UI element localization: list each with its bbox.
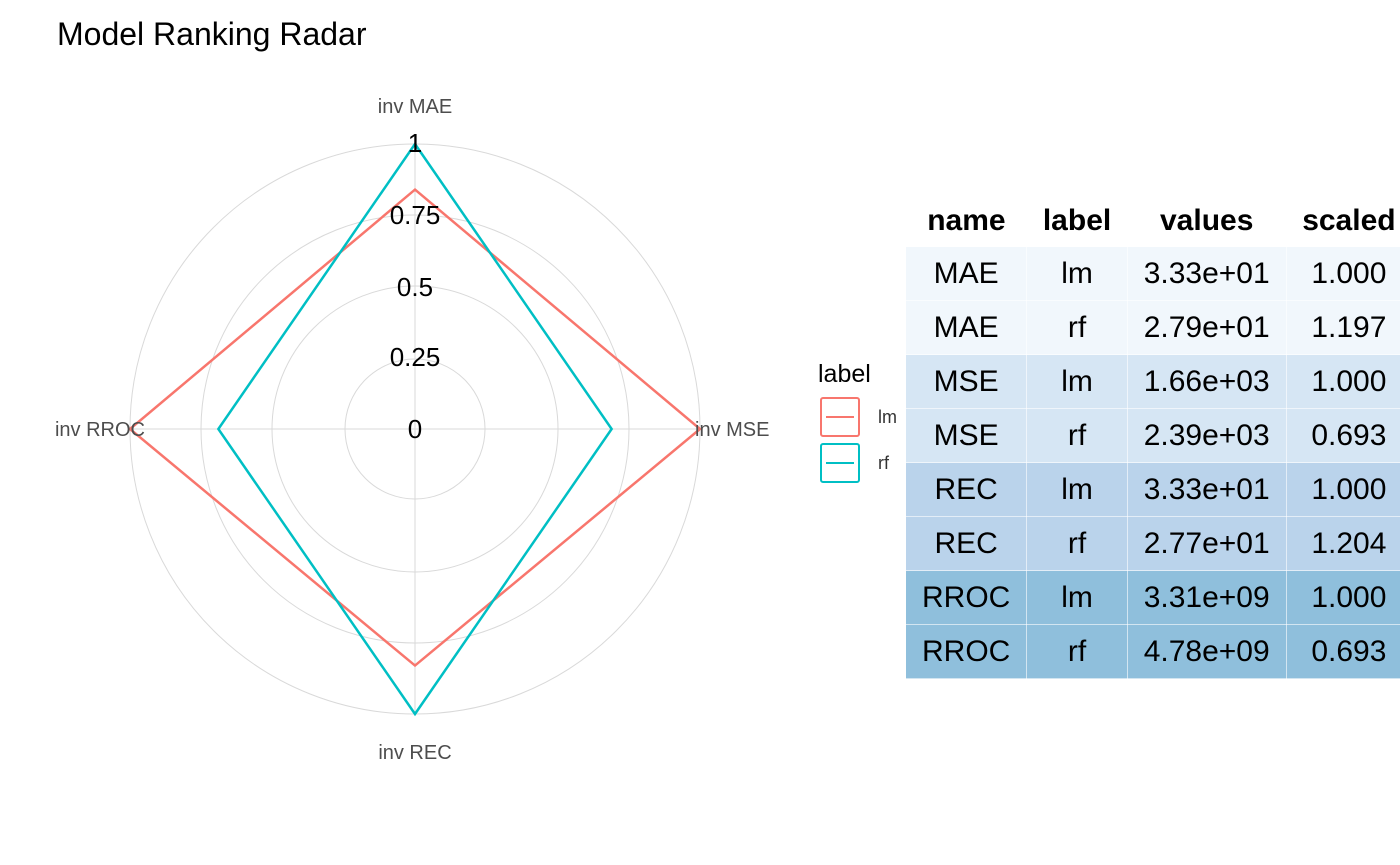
series-line-rf [216, 141, 614, 717]
table-cell: 1.000 [1286, 462, 1400, 517]
axis-label: inv MAE [378, 96, 452, 118]
table-body: MAE lm 3.33e+01 1.000 MAE rf 2.79e+01 1.197 MSE l… [906, 247, 1400, 679]
legend-title: label [818, 360, 871, 388]
table-column-header: scaled [1302, 204, 1396, 237]
radar-series [128, 141, 702, 717]
table-cell: MAE [906, 300, 1028, 355]
legend-key [820, 397, 860, 437]
radar-chart: 0 0.25 0.5 0.75 1 inv MAE inv MSE inv REC inv R… [55, 96, 769, 764]
table-cell: REC [906, 516, 1028, 571]
table-cell: MAE [906, 247, 1028, 301]
table-cell: 0.693 [1286, 408, 1400, 463]
radial-tick-label: 0 [408, 414, 422, 444]
table-cell: 1.197 [1286, 300, 1400, 355]
table-cell: lm [1026, 354, 1128, 409]
legend-label: lm [878, 407, 897, 427]
table-row: MAE lm 3.33e+01 1.000 [906, 247, 1400, 301]
table-cell: 1.000 [1286, 247, 1400, 301]
table-cell: 2.77e+01 [1127, 516, 1287, 571]
table-cell: 1.000 [1286, 354, 1400, 409]
table-cell: rf [1026, 624, 1128, 679]
table-cell: rf [1026, 516, 1128, 571]
radial-tick-label: 0.5 [397, 272, 433, 302]
table-cell: lm [1026, 462, 1128, 517]
table-row: MSE lm 1.66e+03 1.000 [906, 354, 1400, 409]
table-column-header: label [1042, 204, 1112, 237]
axis-label: inv RROC [55, 419, 145, 441]
table-cell: MSE [906, 408, 1028, 463]
table-cell: rf [1026, 408, 1128, 463]
table-cell: RROC [906, 624, 1028, 679]
table-column-header: values [1160, 204, 1254, 237]
table-cell: 3.33e+01 [1127, 462, 1287, 517]
table-row: RROC lm 3.31e+09 1.000 [906, 570, 1400, 625]
table-cell: 1.66e+03 [1127, 354, 1287, 409]
table-cell: rf [1026, 300, 1128, 355]
table-cell: 3.33e+01 [1127, 247, 1287, 301]
legend-label: rf [878, 453, 889, 473]
table-row: MSE rf 2.39e+03 0.693 [906, 408, 1400, 463]
legend: label lm rf [818, 360, 897, 489]
table-column-header: name [927, 204, 1006, 237]
axis-labels: inv MAE inv MSE inv REC inv RROC [55, 96, 769, 764]
legend-area: label lm rf [818, 0, 906, 865]
table-row: REC rf 2.77e+01 1.204 [906, 516, 1400, 571]
table-cell: 1.000 [1286, 570, 1400, 625]
table-header-row: name label values scaled [906, 195, 1400, 247]
table-row: MAE rf 2.79e+01 1.197 [906, 300, 1400, 355]
radial-tick-label: 1 [408, 128, 422, 158]
table-row: RROC rf 4.78e+09 0.693 [906, 624, 1400, 679]
radial-ticks: 0 0.25 0.5 0.75 1 [390, 128, 441, 444]
table-cell: RROC [906, 570, 1028, 625]
table-cell: MSE [906, 354, 1028, 409]
table-cell: 3.31e+09 [1127, 570, 1287, 625]
table-cell: lm [1026, 570, 1128, 625]
legend-items: lm rf [818, 397, 897, 489]
axis-label: inv REC [378, 742, 451, 764]
table-cell: lm [1026, 247, 1128, 301]
legend-key [820, 443, 860, 483]
legend-item-rf: rf [818, 443, 889, 489]
ranking-table: name label values scaled MAE lm 3.33e+01 1.000… [906, 195, 1400, 679]
table-cell: 1.204 [1286, 516, 1400, 571]
chart-title: Model Ranking Radar [57, 16, 367, 52]
series-line-lm [128, 187, 702, 668]
table-cell: 4.78e+09 [1127, 624, 1287, 679]
radial-tick-label: 0.25 [390, 342, 441, 372]
table-cell: 2.39e+03 [1127, 408, 1287, 463]
axis-label: inv MSE [695, 419, 769, 441]
legend-item-lm: lm [818, 397, 897, 443]
table-cell: 2.79e+01 [1127, 300, 1287, 355]
table-row: REC lm 3.33e+01 1.000 [906, 462, 1400, 517]
table-cell: 0.693 [1286, 624, 1400, 679]
table-cell: REC [906, 462, 1028, 517]
radial-tick-label: 0.75 [390, 200, 441, 230]
